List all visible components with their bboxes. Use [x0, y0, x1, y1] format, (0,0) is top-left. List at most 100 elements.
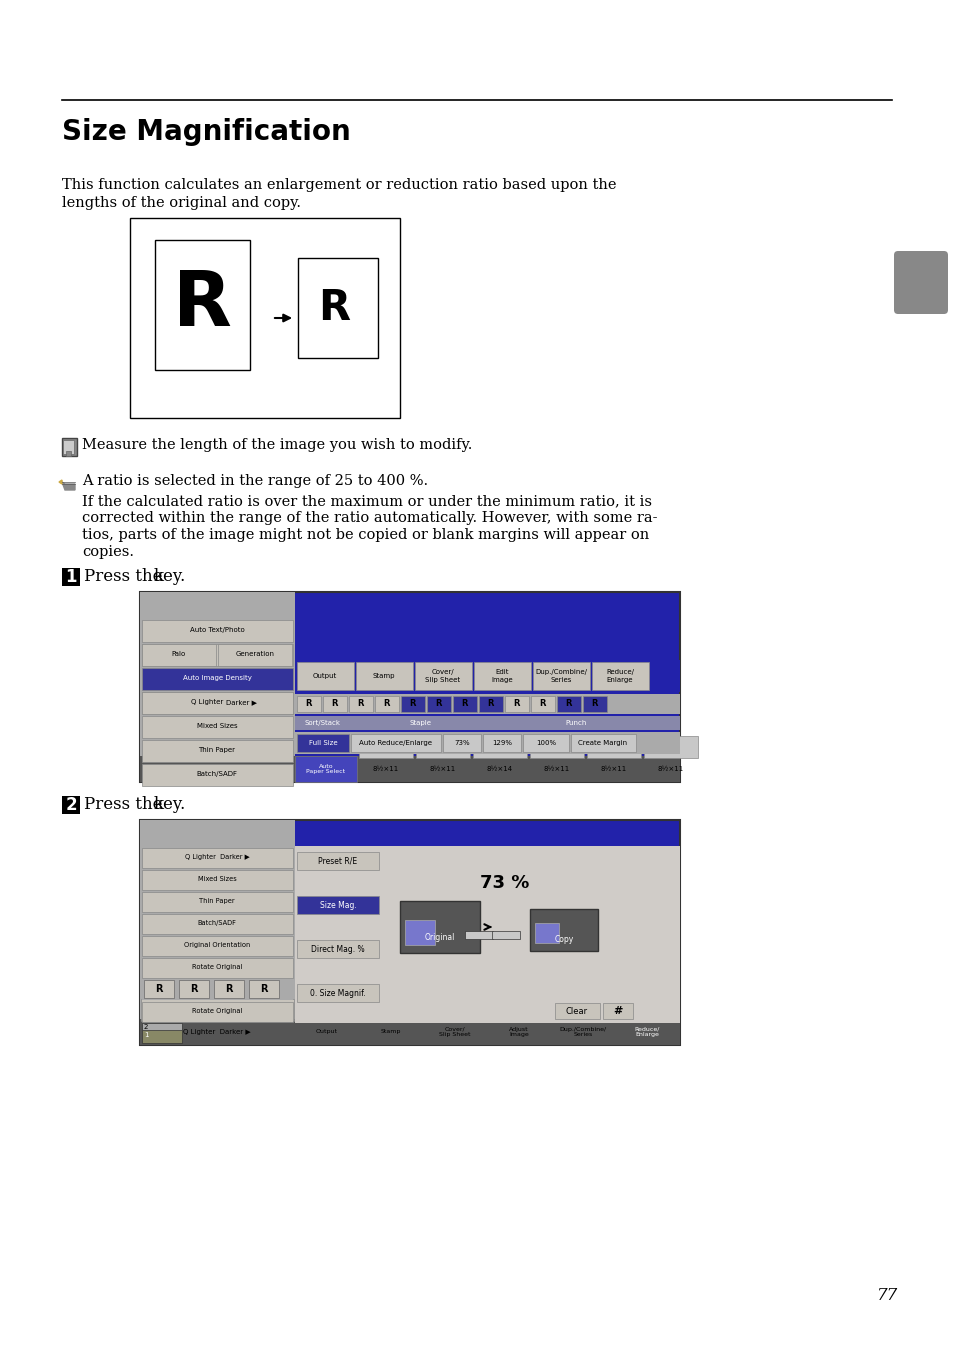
Text: #: #: [613, 1006, 622, 1016]
Bar: [140, 820, 294, 1045]
Bar: [294, 661, 679, 692]
Bar: [179, 980, 209, 998]
Text: Stamp: Stamp: [380, 1030, 401, 1034]
Text: This function calculates an enlargement or reduction ratio based upon the: This function calculates an enlargement …: [62, 178, 616, 191]
Text: If the calculated ratio is over the maximum or under the minimum ratio, it is: If the calculated ratio is over the maxi…: [82, 493, 651, 508]
Text: 8½×11: 8½×11: [373, 766, 398, 772]
Text: R: R: [436, 700, 442, 709]
Bar: [296, 984, 378, 1002]
Bar: [602, 1003, 633, 1019]
Text: 73%: 73%: [454, 740, 469, 745]
Bar: [582, 696, 606, 712]
Bar: [140, 756, 679, 782]
Bar: [142, 869, 293, 890]
Text: Output: Output: [315, 1030, 337, 1034]
Text: R: R: [565, 700, 572, 709]
Bar: [142, 848, 293, 868]
Text: Size Mag.: Size Mag.: [319, 900, 356, 910]
Text: Q Lighter: Q Lighter: [191, 700, 223, 705]
Text: lengths of the original and copy.: lengths of the original and copy.: [62, 195, 301, 210]
Bar: [571, 735, 636, 752]
Text: Direct Mag. %: Direct Mag. %: [311, 945, 364, 953]
Text: Batch/SADF: Batch/SADF: [196, 771, 237, 776]
Text: R: R: [225, 984, 233, 993]
Text: Preset R/E: Preset R/E: [318, 856, 357, 865]
Bar: [63, 439, 74, 454]
Bar: [296, 940, 378, 958]
Text: Dup./Combine/
Series: Dup./Combine/ Series: [535, 669, 586, 682]
Text: 1: 1: [144, 1033, 149, 1038]
Bar: [140, 592, 294, 782]
Bar: [142, 740, 293, 762]
Bar: [142, 958, 293, 979]
Text: Press the: Press the: [84, 568, 162, 585]
Text: R: R: [514, 700, 519, 709]
Bar: [473, 736, 526, 758]
Text: Mixed Sizes: Mixed Sizes: [197, 876, 236, 882]
Bar: [142, 764, 293, 786]
Bar: [142, 1002, 293, 1022]
Bar: [400, 696, 424, 712]
Text: R: R: [260, 984, 268, 993]
Text: key.: key.: [153, 797, 186, 813]
Text: Stamp: Stamp: [373, 673, 395, 679]
Bar: [424, 999, 486, 1020]
Bar: [294, 694, 679, 714]
Bar: [296, 999, 358, 1020]
Bar: [555, 1003, 599, 1019]
Bar: [142, 716, 293, 737]
Bar: [592, 662, 648, 690]
Text: Staple: Staple: [410, 720, 432, 727]
Text: R: R: [155, 984, 163, 993]
Text: Size Magnification: Size Magnification: [62, 119, 351, 146]
Text: 2: 2: [65, 797, 77, 814]
Bar: [553, 999, 615, 1020]
Bar: [416, 736, 470, 758]
Text: 8½×14: 8½×14: [486, 766, 513, 772]
Bar: [294, 756, 356, 782]
Text: R: R: [357, 700, 364, 709]
Text: R: R: [190, 984, 197, 993]
Bar: [296, 696, 320, 712]
Bar: [218, 644, 292, 666]
Bar: [504, 696, 529, 712]
Text: Q Lighter  Darker ▶: Q Lighter Darker ▶: [183, 1029, 251, 1035]
Bar: [355, 662, 413, 690]
Bar: [142, 914, 293, 934]
Bar: [296, 662, 354, 690]
Bar: [142, 669, 293, 690]
Bar: [213, 980, 244, 998]
Text: Q Lighter  Darker ▶: Q Lighter Darker ▶: [185, 855, 249, 860]
Text: 0. Size Magnif.: 0. Size Magnif.: [310, 988, 366, 998]
Bar: [360, 999, 422, 1020]
Text: 100%: 100%: [536, 740, 556, 745]
Text: Auto Text/Photo: Auto Text/Photo: [190, 627, 244, 634]
Bar: [405, 919, 435, 945]
Bar: [349, 696, 373, 712]
Bar: [531, 696, 555, 712]
Bar: [294, 732, 679, 754]
Text: R: R: [410, 700, 416, 709]
Bar: [492, 931, 519, 940]
Bar: [142, 892, 293, 913]
Bar: [617, 999, 679, 1020]
Bar: [140, 820, 679, 1045]
Text: Darker ▶: Darker ▶: [226, 700, 257, 705]
Bar: [142, 980, 293, 1000]
Bar: [482, 735, 520, 752]
Text: 8½×11: 8½×11: [658, 766, 683, 772]
Text: Cover/
Slip Sheet: Cover/ Slip Sheet: [425, 669, 460, 682]
Bar: [249, 980, 278, 998]
Text: R: R: [487, 700, 494, 709]
Bar: [142, 692, 293, 714]
Text: tios, parts of the image might not be copied or blank margins will appear on: tios, parts of the image might not be co…: [82, 528, 649, 542]
Bar: [154, 240, 250, 369]
Bar: [535, 923, 558, 944]
Text: R: R: [539, 700, 546, 709]
Text: R: R: [332, 700, 338, 709]
Text: 1: 1: [65, 568, 76, 586]
Bar: [442, 735, 480, 752]
Text: Auto Image Density: Auto Image Density: [182, 675, 252, 681]
Text: 77: 77: [877, 1286, 898, 1304]
Text: Edit
Image: Edit Image: [491, 669, 513, 682]
